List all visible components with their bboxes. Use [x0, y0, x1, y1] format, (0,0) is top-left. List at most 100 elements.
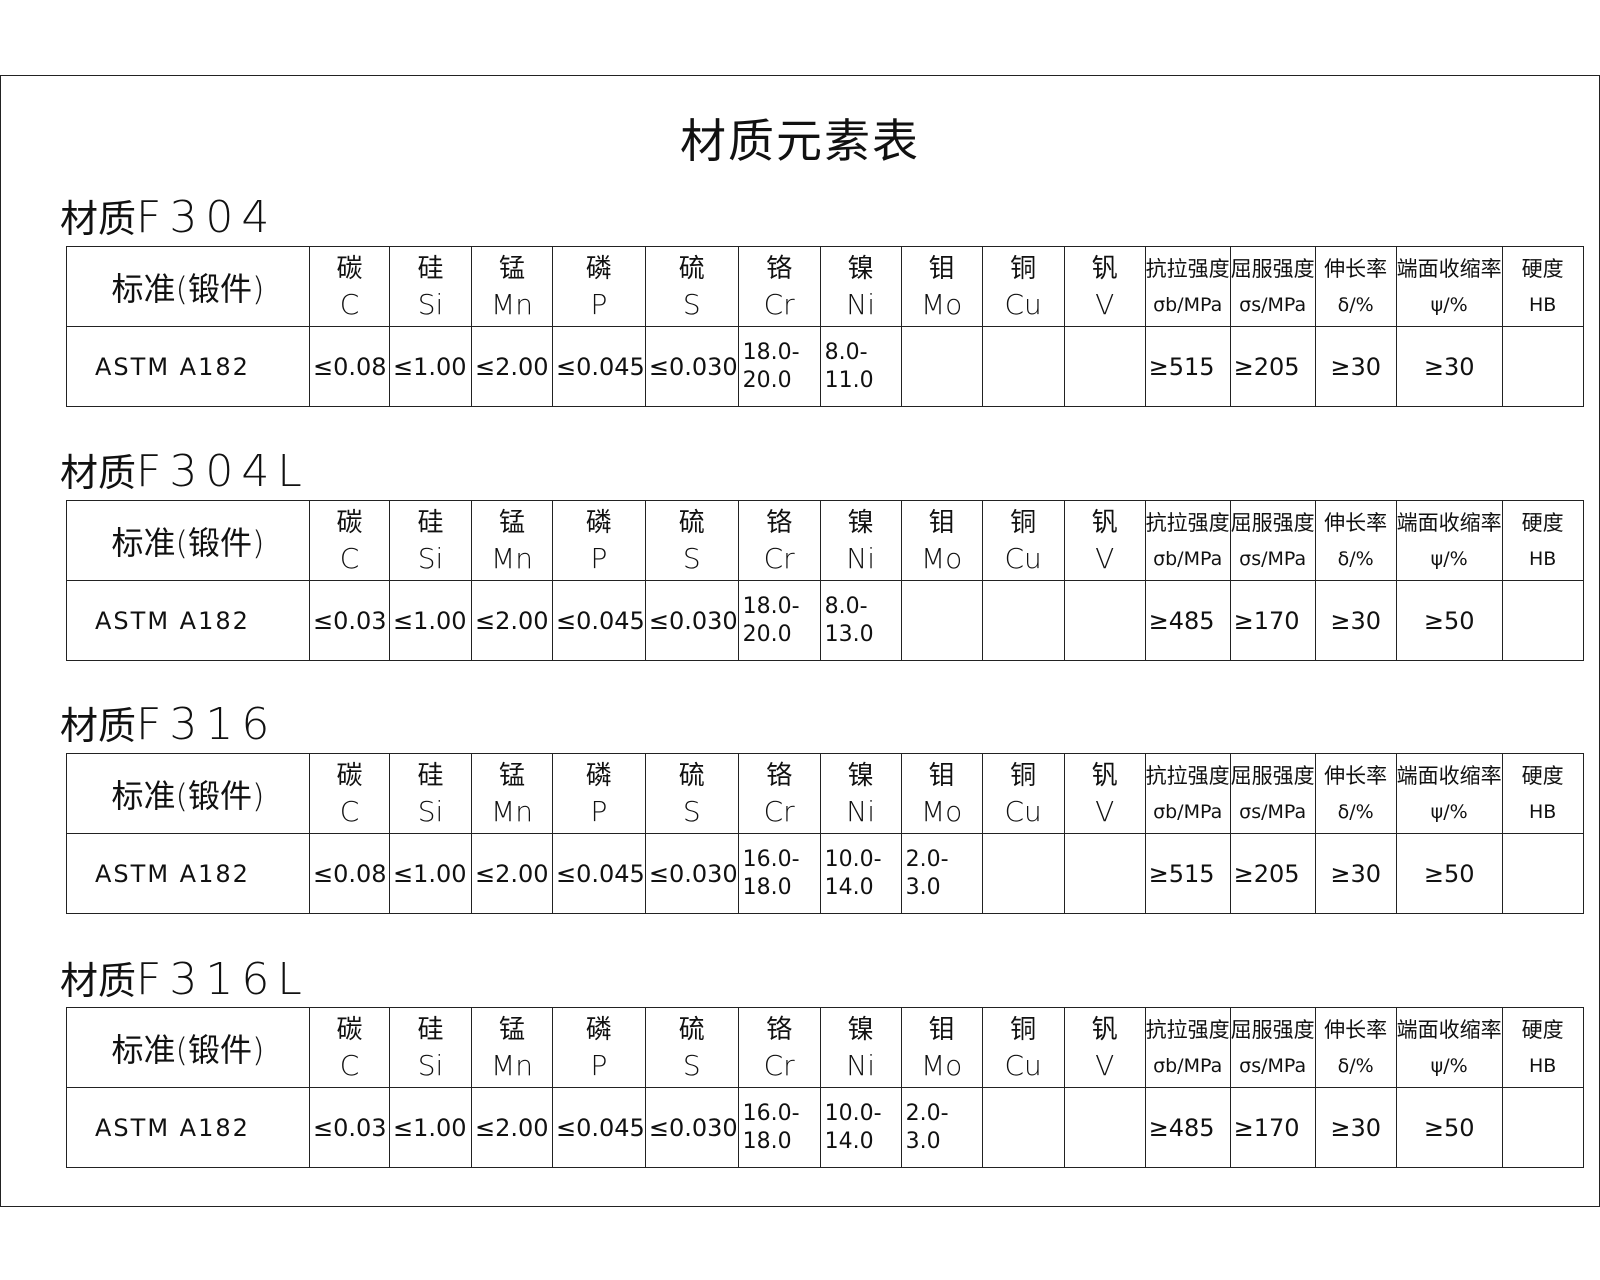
value-cell: ≥30 [1314, 580, 1397, 661]
property-name: 抗拉强度 [1145, 1017, 1230, 1042]
header-mechanical: 硬度 HB [1501, 753, 1584, 834]
value-cell: 10.0- 14.0 [819, 833, 902, 914]
property-unit: HB [1528, 800, 1557, 823]
header-element: 钼 Mo [900, 246, 983, 327]
element-symbol: V [1095, 541, 1115, 575]
value-cell: ≤0.030 [644, 1087, 739, 1168]
element-name: 镍 [847, 1014, 874, 1045]
table-row: ASTM A182 ≤0.08 ≤1.00 ≤2.00 ≤0.045 ≤0.030 16.0… [66, 833, 1584, 914]
header-row: 标准(锻件) 碳 C 硅 Si 锰 Mn 磷 P 硫 S 铬 Cr 镍 Ni 钼 Mo 铜 Cu 钒 V 抗拉强度 σb/M… [66, 1007, 1584, 1088]
element-symbol: V [1095, 1048, 1115, 1082]
value-cell: ≥30 [1395, 326, 1503, 407]
value-cell [981, 833, 1065, 914]
element-name: 铬 [766, 507, 793, 538]
value-cell: ≤0.030 [644, 833, 739, 914]
property-unit: δ/% [1337, 547, 1374, 570]
element-name: 钒 [1091, 1014, 1118, 1045]
value-cell [1501, 1087, 1584, 1168]
header-mechanical: 伸长率 δ/% [1314, 500, 1397, 581]
element-symbol: C [339, 1048, 360, 1082]
element-symbol: Cu [1004, 287, 1042, 321]
value-cell: 8.0- 11.0 [819, 326, 902, 407]
element-symbol: S [682, 1048, 701, 1082]
material-label: 材质F304 [60, 188, 277, 243]
value-cell [981, 326, 1065, 407]
value-cell: ≥30 [1314, 833, 1397, 914]
property-name: 屈服强度 [1230, 1017, 1315, 1042]
header-mechanical: 抗拉强度 σb/MPa [1144, 753, 1231, 834]
header-mechanical: 硬度 HB [1501, 246, 1584, 327]
element-name: 铜 [1010, 760, 1037, 791]
element-symbol: Cu [1004, 1048, 1042, 1082]
table-row: ASTM A182 ≤0.03 ≤1.00 ≤2.00 ≤0.045 ≤0.030 18.0… [66, 580, 1584, 661]
header-element: 镍 Ni [819, 753, 902, 834]
value-cell [981, 1087, 1065, 1168]
header-mechanical: 屈服强度 σs/MPa [1229, 753, 1316, 834]
value-cell [900, 580, 983, 661]
element-symbol: S [682, 287, 701, 321]
value-cell: ≤0.08 [309, 833, 390, 914]
property-name: 屈服强度 [1230, 256, 1315, 281]
element-name: 钼 [928, 760, 955, 791]
element-name: 硫 [678, 760, 705, 791]
value-cell [1501, 326, 1584, 407]
element-name: 碳 [336, 507, 363, 538]
value-cell [1063, 326, 1146, 407]
header-element: 钼 Mo [900, 753, 983, 834]
property-name: 端面收缩率 [1396, 510, 1502, 535]
value-cell: ≤2.00 [471, 1087, 553, 1168]
header-element: 硅 Si [389, 246, 472, 327]
material-table: 标准(锻件) 碳 C 硅 Si 锰 Mn 磷 P 硫 S 铬 Cr 镍 Ni 钼 Mo 铜 Cu 钒 V 抗拉强度 σb/M… [66, 753, 1584, 914]
element-symbol: Ni [846, 541, 876, 575]
header-element: 铬 Cr [737, 500, 821, 581]
value-cell: ≥515 [1144, 326, 1231, 407]
element-symbol: Si [417, 1048, 444, 1082]
element-symbol: S [682, 541, 701, 575]
element-name: 硅 [417, 760, 444, 791]
header-element: 锰 Mn [471, 500, 553, 581]
element-symbol: P [590, 287, 608, 321]
value-cell: 16.0- 18.0 [737, 833, 821, 914]
element-symbol: Mo [921, 794, 963, 828]
element-symbol: Si [417, 541, 444, 575]
element-symbol: P [590, 541, 608, 575]
header-standard: 标准(锻件) [66, 246, 310, 327]
property-unit: ψ/% [1430, 293, 1468, 316]
material-code: F304L [136, 446, 310, 497]
value-cell: ≥485 [1144, 580, 1231, 661]
material-label: 材质F316 [60, 695, 277, 750]
value-cell: ≤1.00 [389, 580, 472, 661]
element-symbol: Cr [763, 794, 795, 828]
header-element: 硅 Si [389, 753, 472, 834]
property-name: 屈服强度 [1230, 763, 1315, 788]
element-symbol: Cr [763, 541, 795, 575]
property-unit: ψ/% [1430, 800, 1468, 823]
property-unit: HB [1528, 547, 1557, 570]
header-element: 钼 Mo [900, 1007, 983, 1088]
property-unit: ψ/% [1430, 547, 1468, 570]
value-cell [1063, 580, 1146, 661]
header-element: 镍 Ni [819, 246, 902, 327]
value-cell: ≤0.030 [644, 580, 739, 661]
header-element: 铜 Cu [981, 1007, 1065, 1088]
value-cell: ≤0.045 [552, 326, 646, 407]
material-code: F316L [136, 954, 310, 1005]
element-name: 铜 [1010, 507, 1037, 538]
element-name: 钼 [928, 253, 955, 284]
value-cell: ≥205 [1229, 326, 1316, 407]
element-name: 磷 [585, 1014, 612, 1045]
property-name: 抗拉强度 [1145, 256, 1230, 281]
value-cell: 2.0- 3.0 [900, 833, 983, 914]
property-unit: σb/MPa [1153, 800, 1223, 823]
property-unit: σs/MPa [1239, 800, 1307, 823]
header-mechanical: 伸长率 δ/% [1314, 1007, 1397, 1088]
element-name: 镍 [847, 507, 874, 538]
header-mechanical: 屈服强度 σs/MPa [1229, 246, 1316, 327]
property-name: 端面收缩率 [1396, 763, 1502, 788]
element-name: 铬 [766, 760, 793, 791]
header-mechanical: 端面收缩率 ψ/% [1395, 500, 1503, 581]
value-cell: ≤2.00 [471, 580, 553, 661]
